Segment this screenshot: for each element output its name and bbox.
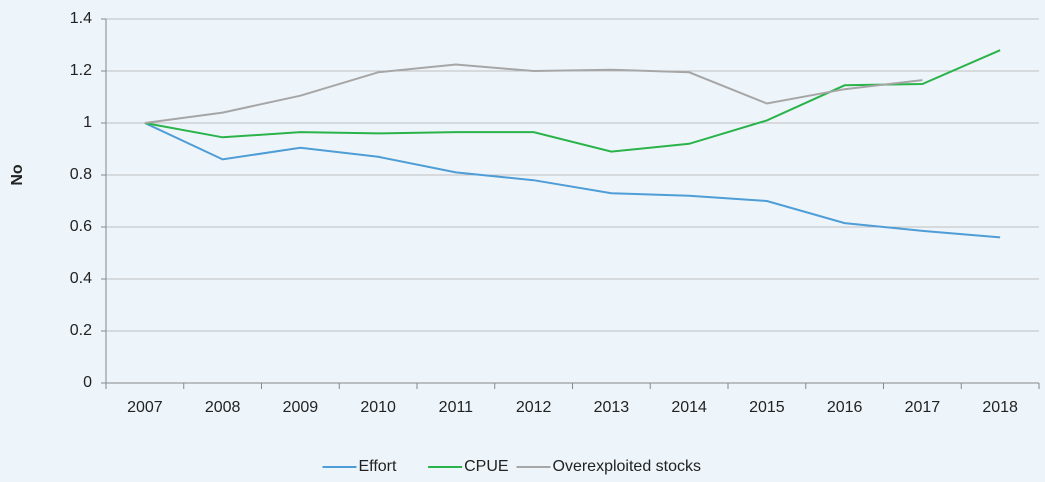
x-tick-label: 2011 <box>439 399 474 416</box>
y-tick-label: 0.2 <box>70 322 92 339</box>
x-tick-label: 2008 <box>205 399 241 416</box>
x-tick-label: 2013 <box>594 399 630 416</box>
x-tick-label: 2012 <box>516 399 552 416</box>
x-tick-label: 2016 <box>827 399 863 416</box>
x-tick-label: 2009 <box>283 399 319 416</box>
y-axis-label: No <box>9 164 26 186</box>
series-line <box>144 49 1001 153</box>
legend-label: Effort <box>359 458 398 475</box>
y-tick-label: 0.4 <box>70 270 92 287</box>
y-tick-label: 0 <box>83 374 92 391</box>
x-tick-label: 2014 <box>671 399 707 416</box>
y-tick-label: 0.6 <box>70 218 92 235</box>
y-tick-label: 0.8 <box>70 166 92 183</box>
y-tick-label: 1.4 <box>70 10 92 27</box>
x-tick-label: 2007 <box>127 399 163 416</box>
x-tick-label: 2010 <box>360 399 396 416</box>
x-tick-label: 2017 <box>905 399 941 416</box>
y-tick-label: 1.2 <box>70 62 92 79</box>
legend-label: CPUE <box>464 458 508 475</box>
y-tick-label: 1 <box>83 114 92 131</box>
legend-label: Overexploited stocks <box>553 458 702 475</box>
series-line <box>144 122 1001 239</box>
series-line <box>144 63 923 124</box>
x-tick-label: 2018 <box>982 399 1018 416</box>
x-tick-label: 2015 <box>749 399 785 416</box>
